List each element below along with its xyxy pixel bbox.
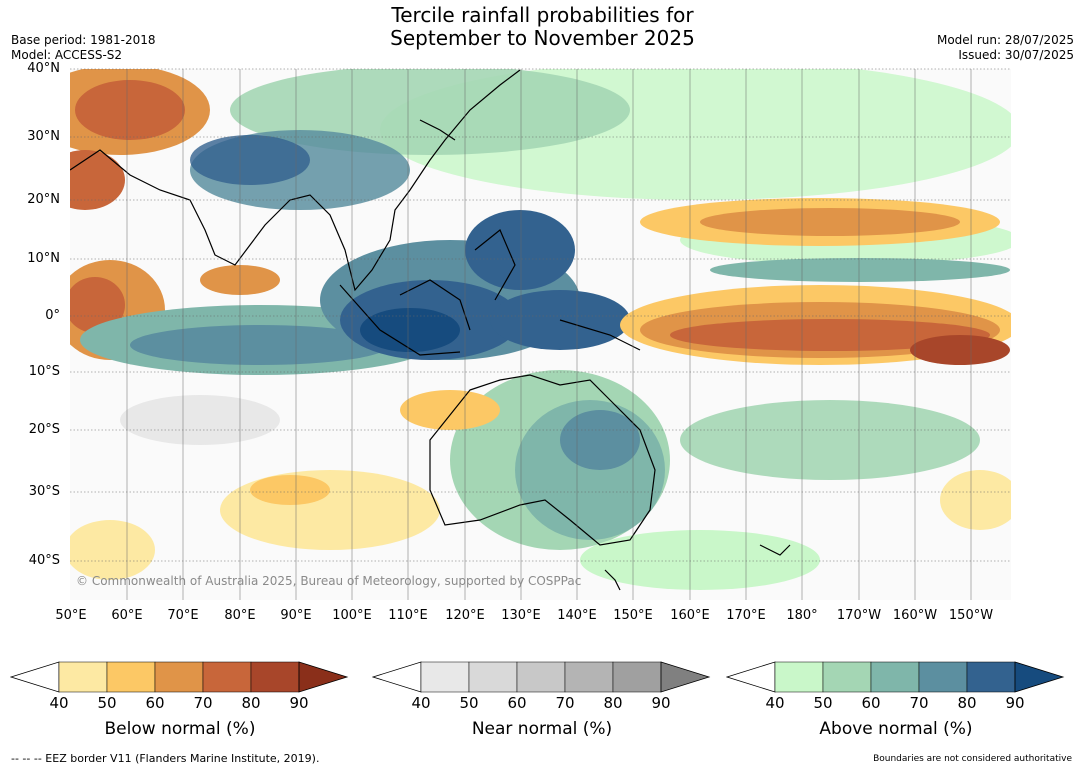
colorbar-tick: 70 xyxy=(555,694,575,712)
colorbar-tick: 80 xyxy=(241,694,261,712)
colorbar-segment xyxy=(918,661,968,693)
lat-label: 30°N xyxy=(27,129,60,144)
colorbar-lower-extend xyxy=(372,661,422,693)
meridians xyxy=(126,69,972,600)
colorbar-segment xyxy=(106,661,156,693)
meta-left: Base period: 1981-2018 Model: ACCESS-S2 xyxy=(11,33,156,63)
graticule xyxy=(70,68,1011,562)
lon-label: 120°E xyxy=(445,608,485,623)
colorbar-segment xyxy=(468,661,518,693)
colorbar-tick: 80 xyxy=(957,694,977,712)
near-normal-colorbar xyxy=(372,661,711,693)
colorbar-segment xyxy=(774,661,824,693)
below-normal-title: Below normal (%) xyxy=(104,719,256,739)
lon-label: 70°E xyxy=(167,608,199,623)
copyright-notice: © Commonwealth of Australia 2025, Bureau… xyxy=(76,574,582,588)
title-line-2: September to November 2025 xyxy=(390,26,695,50)
colorbar-tick: 40 xyxy=(411,694,431,712)
lon-label: 140°E xyxy=(557,608,597,623)
colorbar-tick: 50 xyxy=(459,694,479,712)
lat-label: 40°S xyxy=(28,553,60,568)
colorbar-tick: 90 xyxy=(1005,694,1025,712)
lat-label: 20°S xyxy=(28,422,60,437)
lon-label: 170°W xyxy=(836,608,882,623)
title-line-1: Tercile rainfall probabilities for xyxy=(391,3,694,27)
colorbar-segment xyxy=(202,661,252,693)
colorbar-segment xyxy=(822,661,872,693)
colorbar-tick: 80 xyxy=(603,694,623,712)
colorbar-segment xyxy=(516,661,566,693)
colorbar-upper-extend xyxy=(660,661,711,693)
lon-label: 60°E xyxy=(111,608,143,623)
coastlines xyxy=(70,69,791,591)
colorbar-tick: 90 xyxy=(289,694,309,712)
lat-label: 10°N xyxy=(27,251,60,266)
colorbar-segment xyxy=(58,661,108,693)
colorbar-tick: 50 xyxy=(813,694,833,712)
colorbar-tick: 70 xyxy=(193,694,213,712)
lon-label: 160°W xyxy=(892,608,938,623)
model-name: Model: ACCESS-S2 xyxy=(11,48,123,62)
colorbar-segment xyxy=(612,661,662,693)
colorbar-segment xyxy=(564,661,614,693)
lon-label: 160°E xyxy=(670,608,710,623)
colorbar-tick: 60 xyxy=(861,694,881,712)
above-normal-title: Above normal (%) xyxy=(819,719,973,739)
colorbar-segment xyxy=(420,661,470,693)
colorbar-segment xyxy=(250,661,300,693)
colorbar-tick: 50 xyxy=(97,694,117,712)
colorbar-tick: 60 xyxy=(507,694,527,712)
colorbar-tick: 90 xyxy=(651,694,671,712)
colorbar-upper-extend xyxy=(298,661,349,693)
map-title: Tercile rainfall probabilities for Septe… xyxy=(0,4,1085,50)
meta-right: Model run: 28/07/2025 Issued: 30/07/2025 xyxy=(937,33,1074,63)
colorbar-lower-extend xyxy=(10,661,60,693)
lon-label: 100°E xyxy=(332,608,372,623)
lon-label: 130°E xyxy=(501,608,541,623)
colorbar-segment xyxy=(966,661,1016,693)
lat-label: 30°S xyxy=(28,484,60,499)
lon-label: 50°E xyxy=(55,608,87,623)
colorbar-tick: 70 xyxy=(909,694,929,712)
issued-date: Issued: 30/07/2025 xyxy=(958,48,1074,62)
lat-label: 10°S xyxy=(28,364,60,379)
colorbar-segment xyxy=(154,661,204,693)
colorbar-segment xyxy=(870,661,920,693)
lon-label: 150°W xyxy=(948,608,994,623)
colorbar-tick: 40 xyxy=(49,694,69,712)
boundaries-note: Boundaries are not considered authoritat… xyxy=(873,754,1072,764)
above-normal-colorbar xyxy=(726,661,1065,693)
lat-label: 0° xyxy=(45,308,60,323)
lon-label: 110°E xyxy=(388,608,428,623)
lon-label: 90°E xyxy=(280,608,312,623)
lat-label: 40°N xyxy=(27,61,60,76)
lat-label: 20°N xyxy=(27,192,60,207)
model-run: Model run: 28/07/2025 xyxy=(936,33,1074,47)
colorbar-upper-extend xyxy=(1014,661,1065,693)
eez-note: -- -- -- EEZ border V11 (Flanders Marine… xyxy=(11,752,320,765)
base-period: Base period: 1981-2018 xyxy=(11,33,156,47)
lon-label: 80°E xyxy=(224,608,256,623)
colorbar-lower-extend xyxy=(726,661,776,693)
map-field xyxy=(70,69,1011,600)
near-normal-title: Near normal (%) xyxy=(471,719,613,739)
lon-label: 150°E xyxy=(613,608,653,623)
colorbar-tick: 40 xyxy=(765,694,785,712)
colorbar-tick: 60 xyxy=(145,694,165,712)
lon-label: 170°E xyxy=(726,608,766,623)
below-normal-colorbar xyxy=(10,661,349,693)
lon-label: 180° xyxy=(786,608,818,623)
